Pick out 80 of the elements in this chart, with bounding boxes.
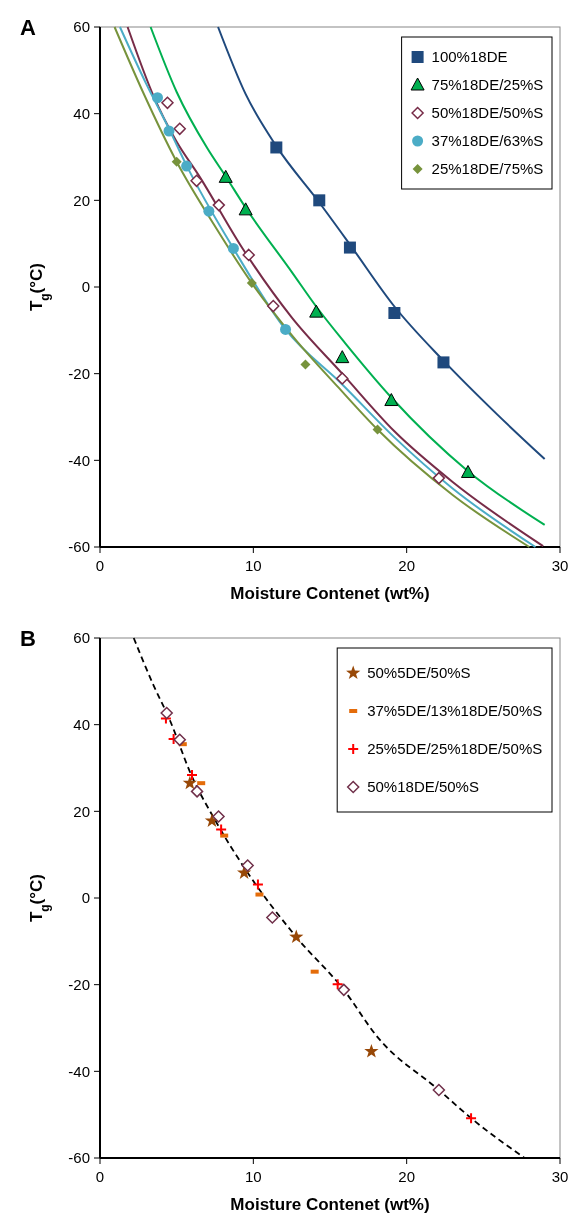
legend-label: 100%18DE [431, 48, 508, 66]
y-tick-label: 0 [81, 889, 90, 907]
point [337, 983, 351, 997]
line-series [217, 26, 546, 461]
point [181, 160, 193, 172]
point [461, 464, 475, 478]
point [336, 372, 349, 385]
x-tick-label: 30 [551, 1168, 569, 1185]
x-axis-title: Moisture Contenet (wt%) [230, 584, 430, 603]
x-tick-label: 10 [244, 1168, 262, 1185]
y-tick-label: 40 [73, 715, 90, 733]
point [300, 359, 311, 370]
point [160, 706, 173, 720]
point [212, 198, 226, 212]
point [267, 299, 280, 313]
point [152, 92, 163, 104]
point [190, 785, 204, 798]
point [309, 304, 324, 318]
y-tick-label: -20 [68, 975, 90, 993]
point [212, 810, 225, 823]
point [266, 911, 279, 924]
y-tick-label: -40 [68, 451, 90, 469]
point [218, 169, 233, 183]
point [161, 96, 174, 110]
x-tick-label: 0 [95, 1168, 105, 1185]
point [372, 424, 383, 435]
point [203, 205, 215, 217]
point [280, 323, 292, 335]
point [313, 194, 326, 207]
point [163, 125, 175, 137]
point [238, 202, 253, 216]
point [384, 393, 399, 407]
chart-title: A [20, 15, 36, 40]
x-tick-label: 0 [95, 557, 105, 574]
legend-label: 50%18DE/50%S [367, 778, 479, 796]
y-tick-label: 20 [73, 802, 90, 820]
legend-label: 25%5DE/25%18DE/50%S [367, 740, 543, 758]
x-tick-label: 30 [551, 557, 569, 574]
y-tick-label: 20 [73, 191, 90, 209]
y-tick-label: -40 [68, 1062, 90, 1080]
x-axis-title: Moisture Contenet (wt%) [230, 1195, 430, 1214]
x-tick-label: 20 [398, 557, 416, 574]
point [242, 248, 255, 262]
point [251, 878, 264, 891]
point [432, 471, 446, 485]
point [246, 278, 257, 289]
point [331, 978, 344, 991]
x-tick-label: 20 [398, 1168, 416, 1185]
y-tick-label: -60 [68, 1149, 90, 1167]
point [270, 141, 283, 154]
point [190, 174, 203, 188]
point [173, 122, 186, 136]
y-tick-label: -60 [68, 538, 90, 556]
legend-label: 37%18DE/63%S [431, 132, 544, 150]
point [215, 823, 228, 836]
y-tick-label: 40 [73, 104, 90, 122]
point [171, 156, 182, 167]
point [465, 1112, 478, 1125]
point [343, 241, 356, 254]
legend-label: 50%18DE/50%S [431, 104, 544, 122]
point [182, 775, 197, 790]
point [227, 242, 239, 254]
legend-label: 25%18DE/75%S [431, 160, 544, 178]
legend-label: 50%5DE/50%S [367, 664, 471, 682]
point [173, 733, 186, 747]
y-tick-label: -20 [68, 364, 90, 382]
legend-label: 75%18DE/25%S [431, 76, 544, 94]
point [432, 1083, 446, 1097]
point [437, 356, 450, 369]
y-tick-label: 60 [73, 629, 90, 647]
point [289, 929, 304, 944]
legend-label: 37%5DE/13%18DE/50%S [367, 702, 543, 720]
y-tick-label: 0 [81, 278, 90, 296]
point [388, 307, 401, 319]
x-tick-label: 10 [244, 557, 262, 574]
chart-title: B [20, 626, 36, 651]
point [364, 1043, 379, 1058]
point [335, 350, 350, 364]
y-tick-label: 60 [73, 18, 90, 36]
point [241, 859, 254, 872]
